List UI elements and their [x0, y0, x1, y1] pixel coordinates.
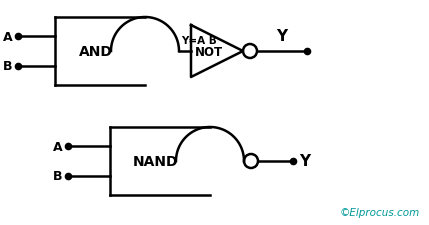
- Text: Y: Y: [276, 29, 287, 44]
- Text: A: A: [53, 140, 63, 153]
- Text: NOT: NOT: [195, 45, 223, 58]
- Text: B: B: [53, 170, 63, 183]
- Text: ©Elprocus.com: ©Elprocus.com: [340, 207, 420, 217]
- Text: Y=A B: Y=A B: [181, 36, 217, 46]
- Text: AND: AND: [79, 45, 112, 59]
- Text: NAND: NAND: [132, 154, 178, 168]
- Text: Y: Y: [299, 154, 310, 169]
- Text: B: B: [3, 60, 13, 73]
- Text: A: A: [3, 30, 13, 43]
